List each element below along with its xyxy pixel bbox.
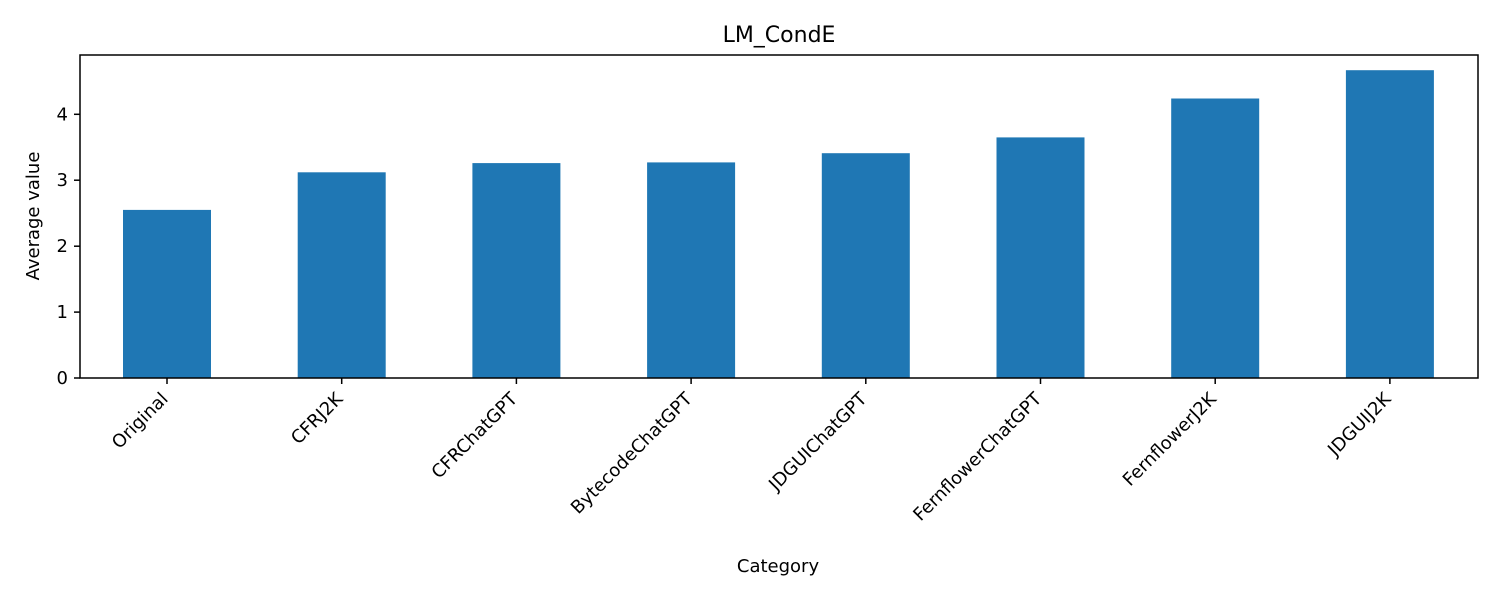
- x-tick-label: FernflowerJ2K: [1119, 388, 1222, 491]
- bar-cfrchatgpt: [472, 163, 561, 378]
- x-tick-label: BytecodeChatGPT: [567, 388, 697, 518]
- x-tick-label: Original: [108, 389, 173, 454]
- y-tick-label: 1: [57, 302, 68, 323]
- bar-original: [123, 209, 211, 378]
- x-tick-label: JDGUIChatGPT: [764, 388, 872, 496]
- x-tick-label: CFRJ2K: [287, 388, 348, 449]
- x-tick-label: FernflowerChatGPT: [909, 388, 1046, 525]
- bar-jdguichatgpt: [821, 153, 910, 378]
- chart-title: LM_CondE: [723, 23, 836, 48]
- bar-bytecodechatgpt: [647, 162, 736, 378]
- bar-cfrj2k: [297, 172, 386, 378]
- y-tick-label: 0: [57, 368, 68, 389]
- bar-fernflowerj2k: [1171, 98, 1260, 378]
- x-axis: Original CFRJ2K CFRChatGPT BytecodeChatGPT J…: [108, 378, 1396, 525]
- y-tick-label: 2: [57, 236, 68, 257]
- y-tick-label: 4: [57, 104, 68, 125]
- bar-fernflowerchatgpt: [996, 137, 1085, 378]
- y-axis-title: Average value: [23, 152, 44, 281]
- x-tick-label: JDGUIJ2K: [1323, 388, 1396, 461]
- y-tick-label: 3: [57, 170, 68, 191]
- bar-jdguij2k: [1345, 70, 1434, 378]
- x-tick-label: CFRChatGPT: [428, 388, 523, 483]
- x-axis-title: Category: [737, 556, 820, 577]
- plot-frame: [79, 54, 1479, 379]
- bars: [123, 70, 1434, 378]
- y-axis: 0 1 2 3 4: [57, 104, 80, 389]
